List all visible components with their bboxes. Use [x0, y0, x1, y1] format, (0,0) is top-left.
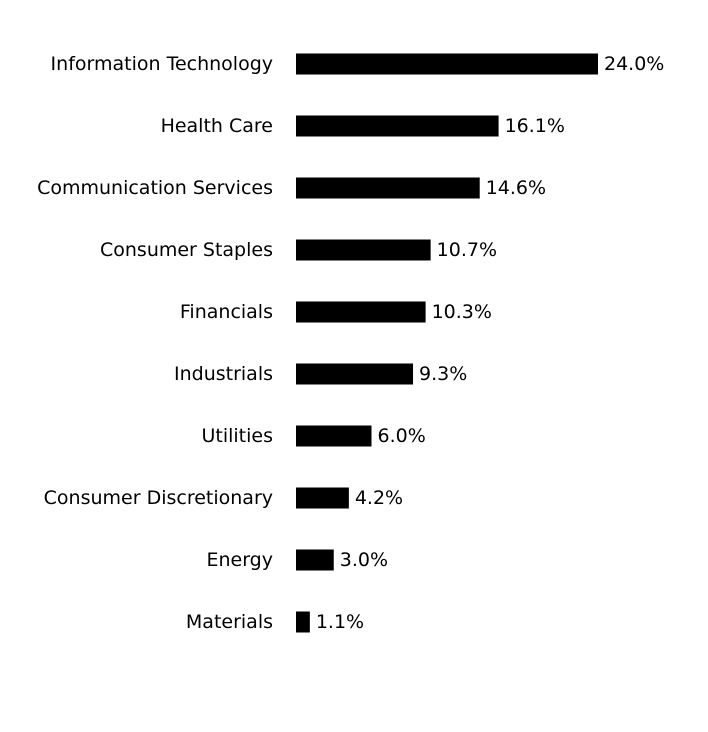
value-label-consumer-discretionary: 4.2% [355, 487, 403, 509]
value-label-communication-services: 14.6% [486, 177, 546, 199]
value-label-information-technology: 24.0% [604, 53, 664, 75]
category-label-communication-services: Communication Services [37, 177, 273, 199]
bar-energy [296, 549, 334, 571]
bar-communication-services [296, 177, 480, 199]
category-label-energy: Energy [206, 549, 273, 571]
value-labels: 24.0% 16.1% 14.6% 10.7% 10.3% 9.3% 6.0% 4.2% 3.0… [316, 53, 665, 633]
value-label-financials: 10.3% [432, 301, 492, 323]
category-label-industrials: Industrials [174, 363, 273, 385]
bar-materials [296, 611, 310, 633]
value-label-consumer-staples: 10.7% [437, 239, 497, 261]
category-label-materials: Materials [186, 611, 273, 633]
category-label-health-care: Health Care [161, 115, 273, 137]
category-label-consumer-staples: Consumer Staples [100, 239, 273, 261]
bar-financials [296, 301, 426, 323]
category-label-financials: Financials [180, 301, 273, 323]
value-label-materials: 1.1% [316, 611, 364, 633]
category-label-utilities: Utilities [201, 425, 273, 447]
bar-consumer-discretionary [296, 487, 349, 509]
bar-health-care [296, 115, 499, 137]
value-label-energy: 3.0% [340, 549, 388, 571]
bar-utilities [296, 425, 372, 447]
value-label-health-care: 16.1% [505, 115, 565, 137]
bar-consumer-staples [296, 239, 431, 261]
value-label-industrials: 9.3% [419, 363, 467, 385]
category-labels: Information Technology Health Care Communi… [37, 53, 273, 633]
bar-industrials [296, 363, 414, 385]
category-label-information-technology: Information Technology [51, 53, 273, 75]
bars [296, 53, 598, 633]
category-label-consumer-discretionary: Consumer Discretionary [44, 487, 273, 509]
value-label-utilities: 6.0% [378, 425, 426, 447]
bar-information-technology [296, 53, 598, 75]
